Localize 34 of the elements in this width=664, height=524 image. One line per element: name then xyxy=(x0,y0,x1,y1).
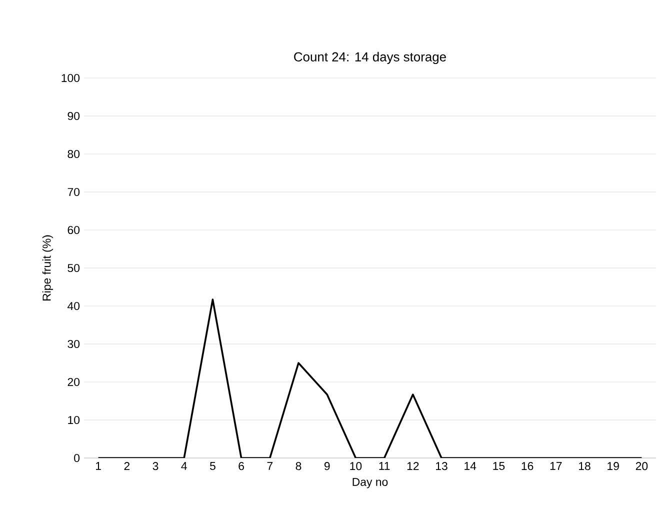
x-tick-label: 3 xyxy=(152,462,158,470)
x-tick-label: 9 xyxy=(324,462,330,470)
x-tick-label: 12 xyxy=(407,462,419,470)
y-tick-label: 40 xyxy=(68,302,80,310)
x-tick-label: 13 xyxy=(436,462,448,470)
x-tick-label: 20 xyxy=(636,462,648,470)
y-tick-label: 10 xyxy=(68,416,80,424)
x-tick-label: 14 xyxy=(464,462,476,470)
x-tick-label: 5 xyxy=(210,462,216,470)
x-tick-label: 4 xyxy=(181,462,187,470)
y-tick-label: 50 xyxy=(68,264,80,272)
x-axis-title: Day no xyxy=(352,478,388,488)
x-tick-label: 6 xyxy=(238,462,244,470)
x-tick-label: 7 xyxy=(267,462,273,470)
x-tick-label: 2 xyxy=(124,462,130,470)
x-tick-label: 10 xyxy=(350,462,362,470)
x-tick-label: 18 xyxy=(579,462,590,470)
y-tick-label: 20 xyxy=(68,378,80,386)
y-tick-label: 70 xyxy=(68,188,80,196)
x-tick-label: 15 xyxy=(493,462,505,470)
x-tick-label: 1 xyxy=(96,462,101,470)
y-tick-label: 100 xyxy=(62,74,80,82)
x-tick-label: 11 xyxy=(379,462,390,470)
y-tick-label: 30 xyxy=(68,340,80,348)
y-tick-label: 60 xyxy=(68,226,80,234)
x-tick-label: 8 xyxy=(296,462,302,470)
x-tick-label: 19 xyxy=(608,462,619,470)
y-tick-label: 80 xyxy=(68,150,80,158)
chart-title: Count 24: 14 days storage xyxy=(294,52,446,64)
y-tick-label: 90 xyxy=(68,112,80,120)
y-axis-title: Ripe fruit (%) xyxy=(42,235,54,300)
y-tick-label: 0 xyxy=(74,454,80,462)
x-tick-label: 16 xyxy=(522,462,534,470)
x-tick-label: 17 xyxy=(550,462,562,470)
